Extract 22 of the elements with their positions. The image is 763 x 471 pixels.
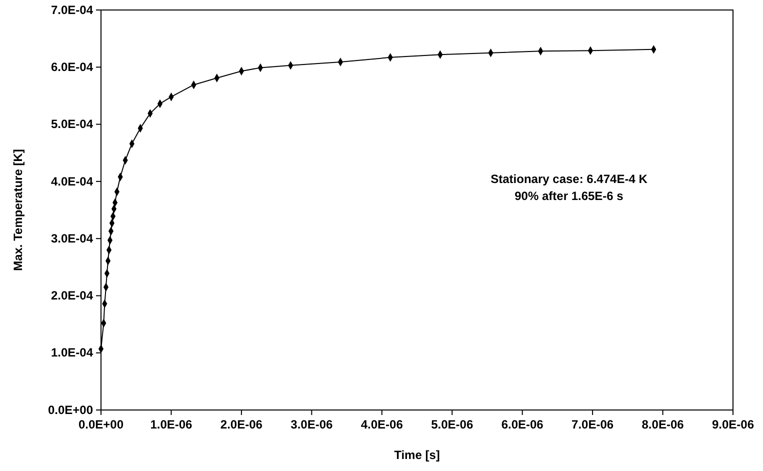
y-tick-label: 7.0E-04 [50,2,94,17]
y-axis-title: Max. Temperature [K] [11,149,25,271]
x-tick-label: 0.0E+00 [78,418,124,432]
annotation: Stationary case: 6.474E-4 K [490,172,648,186]
x-tick-label: 7.0E-06 [572,418,614,432]
y-tick-label: 1.0E-04 [50,346,94,360]
y-tick-label: 3.0E-04 [50,231,94,246]
x-tick-label: 1.0E-06 [150,418,193,432]
y-tick-label: 6.0E-04 [50,60,94,74]
x-tick-label: 4.0E-06 [360,418,404,432]
x-tick-label: 8.0E-06 [642,418,684,432]
x-axis-title: Time [s] [394,448,440,462]
y-tick-label: 4.0E-04 [50,174,94,188]
annotation: 90% after 1.65E-6 s [514,189,624,203]
x-tick-label: 6.0E-06 [501,418,544,432]
y-tick-label: 2.0E-04 [50,288,94,303]
y-tick-label: 5.0E-04 [50,117,94,132]
x-tick-label: 3.0E-06 [290,418,334,432]
x-tick-label: 2.0E-06 [220,418,263,432]
y-tick-label: 0.0E+00 [48,402,94,417]
x-tick-label: 5.0E-06 [431,418,474,432]
x-tick-label: 9.0E-06 [712,418,754,432]
